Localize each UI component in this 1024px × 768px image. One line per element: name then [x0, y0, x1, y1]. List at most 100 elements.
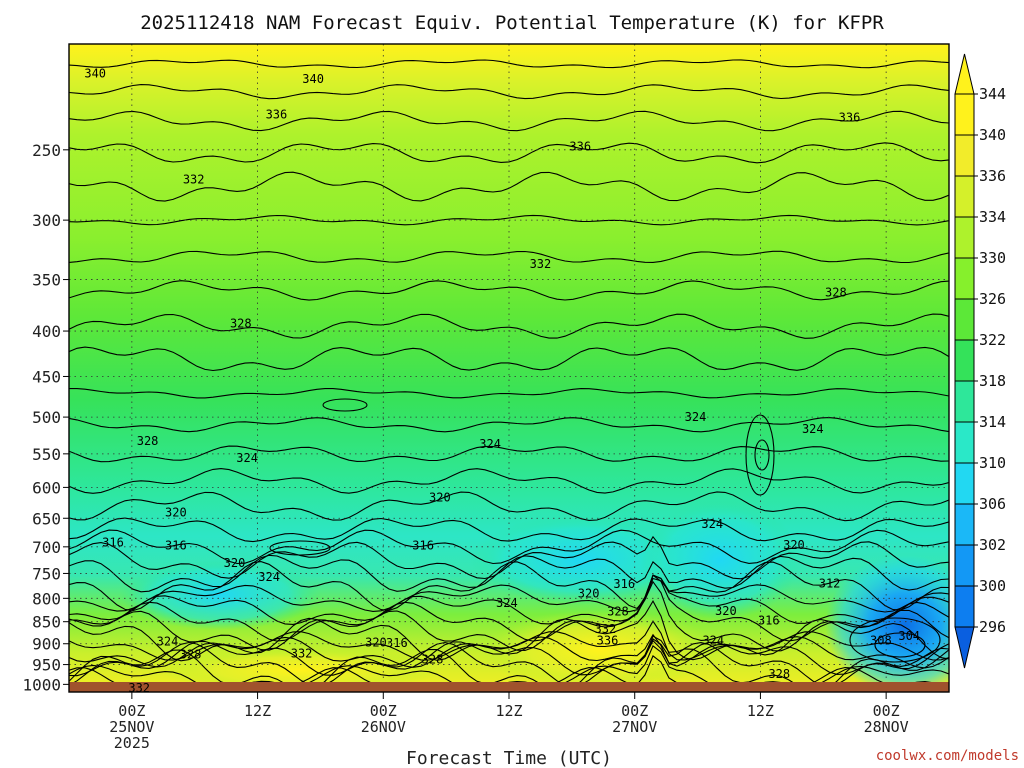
x-tick-label: 26NOV	[361, 718, 406, 736]
y-tick-label: 250	[32, 141, 61, 160]
contour-label: 320	[224, 556, 246, 570]
contour-line	[69, 529, 949, 565]
contour-label: 328	[825, 286, 847, 300]
contour-label: 340	[302, 72, 324, 86]
x-tick-label: 00Z	[621, 702, 648, 720]
plot-field	[69, 44, 949, 692]
y-tick-label: 400	[32, 322, 61, 341]
contour-label: 324	[802, 422, 824, 436]
contour-label: 332	[183, 172, 205, 186]
colorbar-bin	[954, 298, 975, 341]
contour-line	[69, 313, 949, 339]
credit-text: coolwx.com/models	[876, 748, 1019, 764]
cold-pool-right	[825, 555, 949, 692]
contour-label: 324	[496, 596, 518, 610]
cyan-region-left	[120, 560, 320, 630]
x-tick-label: 27NOV	[612, 718, 657, 736]
grid-lines	[69, 44, 949, 692]
contour-label: 324	[258, 570, 280, 584]
colorbar-bin	[954, 339, 975, 382]
contour-line	[69, 638, 949, 688]
y-tick-label: 300	[32, 211, 61, 230]
contour-label: 332	[595, 622, 617, 636]
contour-line	[69, 346, 949, 372]
x-tick-label: 00Z	[118, 702, 145, 720]
contour-label: 324	[236, 451, 258, 465]
colorbar-bin	[954, 421, 975, 464]
colorbar-label: 322	[979, 331, 1006, 349]
contour-label: 320	[578, 586, 600, 600]
contour-loop	[269, 540, 331, 556]
colorbar-bin	[954, 585, 975, 628]
contour-label: 324	[479, 437, 501, 451]
contour-label: 320	[429, 491, 451, 505]
contour-label: 304	[898, 629, 920, 643]
colorbar-bin	[954, 93, 975, 136]
contour-label: 316	[386, 636, 408, 650]
x-axis-label: Forecast Time (UTC)	[406, 748, 612, 768]
contour-label: 324	[702, 634, 724, 648]
colorbar-label: 330	[979, 249, 1006, 267]
contour-loop	[322, 398, 368, 412]
contour-label: 316	[102, 535, 124, 549]
contour-label: 340	[84, 66, 106, 80]
contour-line	[69, 599, 949, 662]
x-tick-label: 28NOV	[864, 718, 909, 736]
contour-label: 316	[412, 539, 434, 553]
y-tick-label: 750	[32, 564, 61, 583]
contour-label: 336	[597, 633, 619, 647]
contour-label: 316	[165, 539, 187, 553]
y-axis: 250 300 350 400 450 500 550 600 650 700 750 800 850 9…	[22, 141, 69, 694]
contour-label: 328	[607, 605, 629, 619]
y-tick-label: 900	[32, 635, 61, 654]
x-tick-label: 12Z	[244, 702, 271, 720]
colorbar-label: 296	[979, 618, 1006, 636]
contour-line	[69, 491, 949, 522]
contour-label: 324	[685, 410, 707, 424]
contour-line	[69, 214, 949, 226]
colorbar-label: 314	[979, 413, 1006, 431]
contour-label: 328	[230, 316, 252, 330]
contour-line	[69, 250, 949, 264]
contour-line	[69, 110, 949, 132]
y-tick-label: 600	[32, 478, 61, 497]
colorbar-bin	[954, 462, 975, 505]
x-tick-label: 00Z	[873, 702, 900, 720]
contour-line	[69, 639, 949, 677]
contour-label: 312	[819, 577, 841, 591]
terrain-ground	[69, 682, 949, 692]
x-tick-label: 12Z	[495, 702, 522, 720]
contour-line	[69, 388, 949, 399]
x-tick-label: 00Z	[370, 702, 397, 720]
colorbar-bin	[954, 216, 975, 259]
contour-line	[69, 574, 949, 613]
x-tick-label: 25NOV	[109, 718, 154, 736]
contour-label: 320	[715, 604, 737, 618]
colorbar-label: 318	[979, 372, 1006, 390]
colorbar-label: 336	[979, 167, 1006, 185]
colorbar-label: 334	[979, 208, 1006, 226]
colorbar-label: 306	[979, 495, 1006, 513]
contour-line	[69, 142, 949, 164]
contour-loop	[874, 632, 926, 658]
contour-line	[69, 468, 949, 494]
colorbar-label: 310	[979, 454, 1006, 472]
y-tick-label: 1000	[22, 675, 61, 694]
y-tick-label: 950	[32, 656, 61, 675]
colorbar-bin	[954, 134, 975, 177]
contour-label: 336	[266, 107, 288, 121]
contour-label: 320	[365, 635, 387, 649]
contour-label: 320	[165, 505, 187, 519]
contour-label: 320	[783, 538, 805, 552]
colorbar-label: 340	[979, 126, 1006, 144]
contour-label: 328	[422, 653, 444, 667]
contour-line	[69, 445, 949, 463]
chart-title: 2025112418 NAM Forecast Equiv. Potential…	[140, 12, 884, 34]
y-tick-label: 700	[32, 538, 61, 557]
contour-label: 336	[569, 140, 591, 154]
contour-labels: 340 3403363363363323323283283283243243243…	[84, 66, 920, 695]
contour-label: 324	[157, 635, 179, 649]
contour-line	[69, 84, 949, 100]
